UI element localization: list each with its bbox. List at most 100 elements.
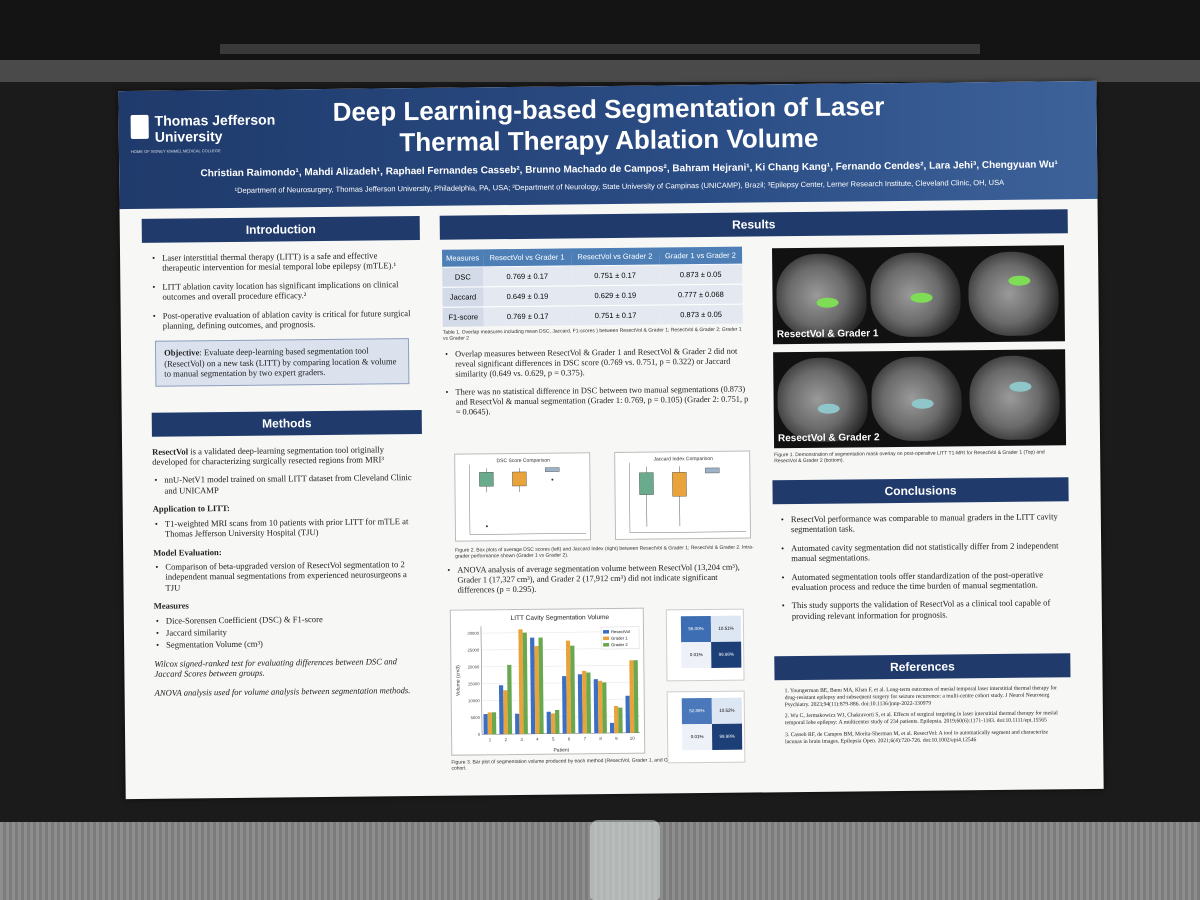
jaccard-boxplot: Jaccard Index Comparison: [614, 450, 752, 540]
resectvol-label: ResectVol: [152, 446, 189, 457]
university-logo-icon: [130, 114, 149, 140]
bar-resectvol: [483, 714, 488, 735]
table-header: Measures: [441, 249, 484, 268]
jaccard-axis: [628, 462, 631, 533]
anova-text: ANOVA analysis used for volume analysis …: [154, 684, 411, 698]
y-tick-label: 30000: [467, 631, 479, 636]
bar-grader-2: [618, 707, 623, 733]
bar-grader-2: [586, 672, 592, 734]
bar-grader-1: [534, 646, 540, 734]
y-tick-label: 25000: [468, 648, 480, 653]
confusion-cell: 10.52%: [711, 697, 742, 724]
measure-item: Segmentation Volume (cm³): [154, 637, 416, 650]
volume-bar-chart: LITT Cavity Segmentation Volume 0 5000 1000…: [449, 607, 646, 756]
methods-heading: Methods: [151, 409, 422, 437]
bar-resectvol: [546, 711, 552, 734]
legend-swatch: [603, 636, 610, 641]
results-bullet: Overlap measures between ResectVol & Gra…: [443, 347, 753, 380]
table-cell: 0.873 ± 0.05: [658, 264, 743, 285]
y-tick-label: 0: [478, 732, 481, 737]
conclusions-body: ResectVol performance was comparable to …: [773, 501, 1070, 621]
objective-box: Objective: Evaluate deep-learning based …: [154, 338, 410, 387]
x-tick-label: 9: [615, 736, 618, 741]
table-cell: F1-score: [442, 306, 484, 327]
confusion-matrix-1: 56.00% 10.51% 0.01% 99.98%: [665, 608, 745, 682]
legend-label: Grader 2: [611, 642, 628, 647]
evaluation-heading: Model Evaluation:: [153, 546, 222, 558]
mri-slice: [968, 251, 1059, 337]
y-axis-label: Volume (cm3): [455, 665, 461, 696]
confusion-cell: 10.51%: [710, 615, 742, 642]
reference-item: 1. Youngerman BE, Banu MA, Khan F, et al…: [784, 685, 1058, 708]
methods-body: ResectVol is a validated deep-learning s…: [144, 434, 425, 698]
x-tick-label: 5: [552, 737, 555, 742]
bar-grader-2: [507, 664, 513, 735]
results-text-1: Overlap measures between ResectVol & Gra…: [443, 347, 754, 418]
conclusions-heading: Conclusions: [772, 477, 1069, 505]
jaccard-box-3: [705, 467, 720, 474]
bar-grader-1: [613, 705, 619, 733]
table-header: ResectVol vs Grader 2: [570, 247, 659, 266]
jaccard-box-2: [672, 472, 687, 497]
bar-grader-2: [491, 712, 497, 735]
measures-heading: Measures: [153, 600, 189, 611]
legend-swatch: [602, 630, 610, 634]
confusion-matrix-2: 52.88% 10.52% 0.01% 99.98%: [666, 690, 746, 764]
dsc-box-2: [512, 471, 527, 487]
conclusions-section: Conclusions ResectVol performance was co…: [772, 477, 1070, 629]
dsc-boxplot-svg: DSC Score Comparison: [468, 458, 586, 535]
gridline: [481, 681, 640, 684]
table-cell: 0.751 ± 0.17: [571, 304, 660, 326]
bar-grader-1: [487, 712, 493, 735]
bar-resectvol: [625, 695, 631, 733]
table-cell: Jaccard: [442, 286, 484, 308]
table-cell: 0.769 ± 0.17: [483, 305, 572, 327]
intro-bullet: LITT ablation cavity location has signif…: [150, 279, 412, 303]
x-tick-label: 7: [584, 736, 587, 741]
volume-bar-chart-svg: LITT Cavity Segmentation Volume 0 5000 1000…: [455, 614, 641, 754]
results-bullet: There was no statistical difference in D…: [443, 385, 753, 418]
poster-authors: Christian Raimondo¹, Mahdi Alizadeh¹, Ra…: [200, 159, 1058, 180]
introduction-heading: Introduction: [141, 215, 420, 243]
wilcox-text: Wilcox signed-ranked test for evaluating…: [154, 656, 397, 679]
references-heading: References: [774, 653, 1071, 681]
table-cell: 0.629 ± 0.19: [571, 284, 660, 306]
confusion-cell: 99.98%: [711, 641, 742, 668]
legend-swatch: [603, 643, 610, 647]
table-header: ResectVol vs Grader 1: [483, 248, 572, 267]
y-tick-label: 20000: [468, 664, 480, 669]
plastic-cup: [590, 820, 660, 900]
bar-grader-2: [555, 709, 560, 734]
mri-panel-grader2: ResectVol & Grader 2: [773, 349, 1067, 449]
bar-resectvol: [609, 722, 615, 734]
y-axis: [480, 626, 483, 735]
mri-label: ResectVol & Grader 1: [776, 328, 879, 341]
poster-affiliations: ¹Department of Neurosurgery, Thomas Jeff…: [234, 177, 1005, 195]
confusion-cell: 0.01%: [681, 641, 712, 669]
y-tick-label: 15000: [468, 681, 480, 686]
bar-grader-2: [602, 682, 607, 734]
jaccard-boxplot-svg: Jaccard Index Comparison: [628, 456, 746, 534]
jaccard-box-1: [639, 472, 654, 495]
mri-panel-grader1: ResectVol & Grader 1: [772, 245, 1065, 345]
application-bullet: T1-weighted MRI scans from 10 patients w…: [153, 516, 415, 540]
bar-grader-1: [582, 670, 587, 734]
reference-item: 3. Casseb RF, de Campos BM, Morita-Sherm…: [785, 729, 1049, 745]
bar-resectvol: [593, 679, 599, 734]
overlap-table: Measures ResectVol vs Grader 1 ResectVol…: [441, 246, 743, 327]
mri-label: ResectVol & Grader 2: [777, 432, 880, 445]
legend-box: [600, 626, 640, 650]
table-cell: 0.873 ± 0.05: [659, 304, 743, 325]
results-left: Measures ResectVol vs Grader 1 ResectVol…: [441, 246, 754, 426]
results-bullet: ANOVA analysis of average segmentation v…: [445, 562, 755, 595]
bar-grader-1: [565, 640, 572, 734]
mri-slice: [776, 253, 867, 339]
results-text-2: ANOVA analysis of average segmentation v…: [445, 562, 755, 603]
application-heading: Application to LITT:: [152, 503, 230, 515]
bar-resectvol: [530, 637, 536, 734]
dsc-outlier: [551, 478, 554, 481]
x-tick-label: 2: [505, 737, 508, 742]
figure2-caption: Figure 2. Box plots of average DSC score…: [455, 544, 754, 560]
dsc-axis: [469, 533, 586, 535]
dsc-box-1: [479, 472, 494, 487]
